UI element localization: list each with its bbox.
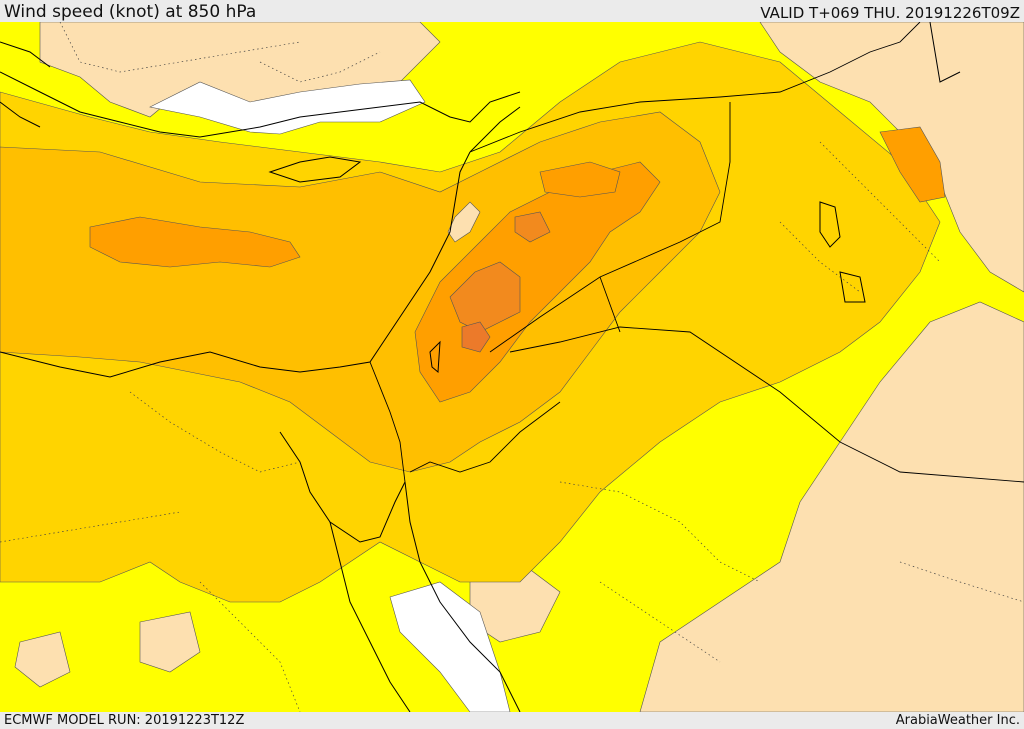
credit: ArabiaWeather Inc.	[895, 713, 1020, 728]
field-very-low-aegean	[149, 79, 426, 135]
country-borders	[369, 22, 1024, 483]
header-bar: Wind speed (knot) at 850 hPa VALID T+069…	[0, 0, 1024, 22]
field-very-low-redsea	[389, 581, 511, 712]
field-low-sudan	[14, 631, 71, 688]
model-run: ECMWF MODEL RUN: 20191223T12Z	[4, 713, 245, 728]
field-strong-iraq	[879, 126, 946, 203]
field-low-arabia	[639, 301, 1024, 712]
field-strong-med	[89, 216, 301, 268]
valid-time: VALID T+069 THU. 20191226T09Z	[760, 4, 1020, 22]
field-low-sudan-2	[139, 611, 201, 673]
field-very-strong	[449, 261, 521, 333]
coastlines	[0, 22, 961, 712]
field-strong-syria	[539, 161, 621, 198]
field-peak	[461, 321, 491, 353]
map-title: Wind speed (knot) at 850 hPa	[4, 2, 257, 22]
map-canvas	[0, 22, 1024, 712]
footer-bar: ECMWF MODEL RUN: 20191223T12Z ArabiaWeat…	[0, 712, 1024, 729]
wind-speed-map	[0, 22, 1024, 712]
admin-boundaries	[0, 22, 1024, 712]
field-strong-jordan-core	[514, 211, 551, 243]
field-lebanon-calm	[447, 201, 481, 243]
